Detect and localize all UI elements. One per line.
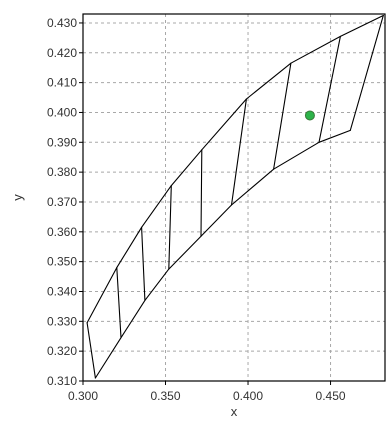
y-axis-ticks: 0.310 0.320 0.330 0.340 0.350 0.360 0.370 0.380… (47, 16, 83, 388)
y-tick-label: 0.350 (47, 255, 77, 269)
x-tick-label: 0.350 (150, 389, 180, 403)
y-tick-label: 0.330 (47, 314, 77, 328)
division-line (273, 62, 292, 170)
left-boundary-line (86, 322, 96, 379)
y-tick-label: 0.370 (47, 195, 77, 209)
y-tick-label: 0.380 (47, 165, 77, 179)
y-tick-label: 0.410 (47, 76, 77, 90)
y-tick-label: 0.400 (47, 105, 77, 119)
grid (82, 14, 385, 382)
x-tick-label: 0.300 (68, 389, 98, 403)
right-boundary-line (349, 14, 384, 131)
division-line (200, 149, 203, 237)
y-tick-label: 0.310 (47, 374, 77, 388)
division-line (141, 226, 146, 301)
y-tick-label: 0.320 (47, 344, 77, 358)
x-tick-label: 0.450 (316, 389, 346, 403)
y-tick-label: 0.340 (47, 284, 77, 298)
x-axis-label: x (231, 404, 238, 419)
division-line (318, 35, 341, 143)
x-tick-label: 0.400 (233, 389, 263, 403)
y-tick-label: 0.390 (47, 135, 77, 149)
data-point (304, 110, 315, 121)
y-axis-label: y (10, 194, 25, 201)
division-line (116, 267, 122, 339)
y-tick-label: 0.360 (47, 225, 77, 239)
data-points (304, 110, 315, 121)
quadrangle-regions (86, 14, 384, 379)
plot-frame (82, 13, 386, 382)
division-line (168, 185, 172, 270)
x-axis-ticks: 0.300 0.350 0.400 0.450 (68, 381, 346, 403)
y-tick-label: 0.420 (47, 46, 77, 60)
y-tick-label: 0.430 (47, 16, 77, 30)
division-line (230, 98, 247, 206)
